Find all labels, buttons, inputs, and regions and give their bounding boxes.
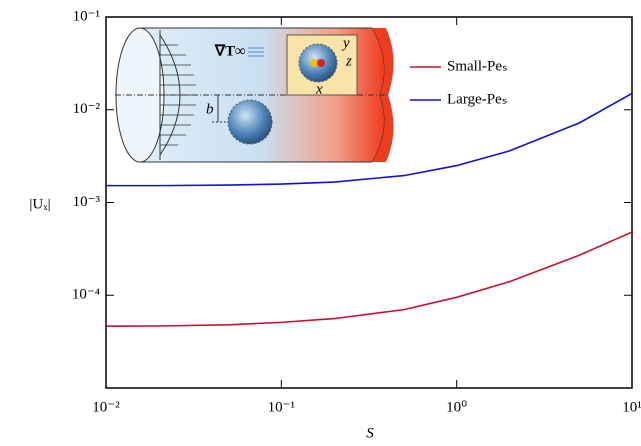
x-tick-label: 10⁻² [92,399,120,415]
y-tick-label: 10⁻¹ [73,8,100,24]
annotation: ∇T∞ [214,43,246,59]
annotation: b [206,101,214,117]
series-line [106,92,633,187]
y-axis-label: |Uₓ| [29,196,50,212]
y-tick-label: 10⁻² [73,101,101,117]
series-line [105,231,633,327]
x-tick-label: 10¹ [622,399,641,415]
y-tick-label: 10⁻³ [73,194,101,210]
x-tick-label: 10⁻¹ [268,399,295,415]
annotation: y [341,35,350,51]
y-tick-label: 10⁻⁴ [72,287,100,303]
inset-illustration [115,27,394,163]
x-tick-label: 10⁰ [446,399,467,415]
legend-label: Large-Peₛ [447,91,507,107]
annotation: x [315,81,323,97]
annotation: z [345,53,352,69]
x-axis-label: S [366,425,374,441]
legend-label: Small-Peₛ [447,58,508,74]
